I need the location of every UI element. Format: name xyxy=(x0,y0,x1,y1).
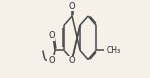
Text: O: O xyxy=(48,56,55,65)
Text: CH₃: CH₃ xyxy=(107,46,121,55)
Text: O: O xyxy=(69,2,75,11)
Text: O: O xyxy=(69,56,75,66)
Text: O: O xyxy=(48,32,55,40)
